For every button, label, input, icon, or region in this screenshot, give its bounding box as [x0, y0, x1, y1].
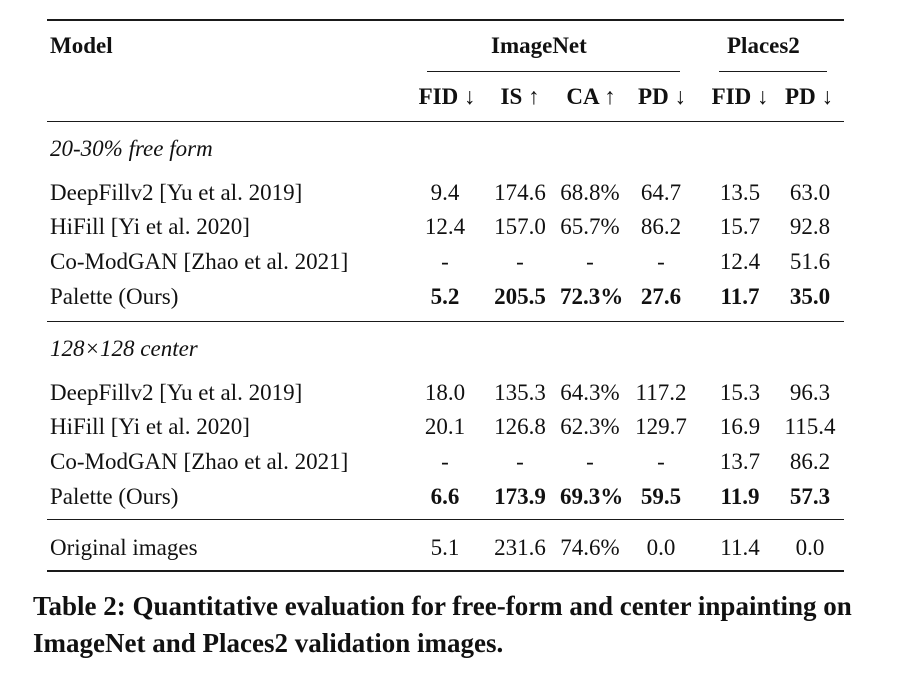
- cell: -: [586, 249, 594, 274]
- cell: 11.9: [720, 484, 760, 509]
- cell: 5.2: [430, 284, 460, 309]
- cell: 86.2: [789, 449, 831, 474]
- row-model: HiFill [Yi et al. 2020]: [50, 414, 250, 439]
- cell: 5.1: [430, 535, 460, 560]
- row-model: Co-ModGAN [Zhao et al. 2021]: [50, 449, 349, 474]
- cell: -: [441, 249, 449, 274]
- col-header: IS ↑: [500, 84, 540, 109]
- row-model: HiFill [Yi et al. 2020]: [50, 214, 250, 239]
- cell: 115.4: [784, 414, 836, 439]
- cell: 35.0: [789, 284, 831, 309]
- row-model: Original images: [50, 535, 198, 560]
- cell: 129.7: [635, 414, 687, 439]
- cell: -: [516, 449, 524, 474]
- section-title: 128×128 center: [50, 336, 198, 361]
- cell: 63.0: [789, 180, 831, 205]
- cell: -: [516, 249, 524, 274]
- col-header: PD ↓: [638, 84, 686, 109]
- cell: 27.6: [640, 284, 682, 309]
- cell: 64.7: [640, 180, 682, 205]
- bottom-rule: [47, 570, 844, 572]
- header-places2: Places2: [727, 33, 800, 58]
- header-rule: [47, 121, 844, 122]
- cell: 65.7%: [560, 214, 620, 239]
- row-model: Palette (Ours): [50, 484, 179, 509]
- header-model: Model: [50, 33, 113, 58]
- cell: 20.1: [424, 414, 466, 439]
- cell: 135.3: [494, 380, 546, 405]
- section-rule: [47, 321, 844, 322]
- top-rule: [47, 19, 844, 21]
- cell: 59.5: [640, 484, 682, 509]
- row-model: Co-ModGAN [Zhao et al. 2021]: [50, 249, 349, 274]
- cell: 173.9: [494, 484, 546, 509]
- cell: 72.3%: [560, 284, 624, 309]
- cell: -: [441, 449, 449, 474]
- cell: 9.4: [430, 180, 460, 205]
- cell: 117.2: [635, 380, 687, 405]
- cell: 205.5: [494, 284, 546, 309]
- cell: 57.3: [789, 484, 831, 509]
- section-title: 20-30% free form: [50, 136, 213, 161]
- cell: 231.6: [494, 535, 546, 560]
- cell: -: [657, 249, 665, 274]
- cell: 62.3%: [560, 414, 620, 439]
- cell: 51.6: [789, 249, 831, 274]
- header-imagenet: ImageNet: [491, 33, 587, 58]
- cell: 74.6%: [560, 535, 620, 560]
- cell: -: [657, 449, 665, 474]
- cell: 86.2: [640, 214, 682, 239]
- col-header: FID ↓: [418, 84, 476, 109]
- col-header: PD ↓: [785, 84, 833, 109]
- row-model: DeepFillv2 [Yu et al. 2019]: [50, 180, 303, 205]
- places2-cmidrule: [719, 71, 827, 72]
- cell: 6.6: [430, 484, 460, 509]
- cell: 18.0: [424, 380, 466, 405]
- cell: 64.3%: [560, 380, 620, 405]
- table-caption: Table 2: Quantitative evaluation for fre…: [33, 591, 852, 658]
- col-header: CA ↑: [566, 84, 616, 109]
- cell: 12.4: [719, 249, 761, 274]
- cell: 13.7: [719, 449, 761, 474]
- cell: 126.8: [494, 414, 546, 439]
- cell: 69.3%: [560, 484, 624, 509]
- imagenet-cmidrule: [427, 71, 680, 72]
- cell: 15.3: [719, 380, 761, 405]
- row-model: DeepFillv2 [Yu et al. 2019]: [50, 380, 303, 405]
- cell: 96.3: [789, 380, 831, 405]
- cell: 0.0: [795, 535, 825, 560]
- cell: 12.4: [424, 214, 466, 239]
- cell: 11.4: [720, 535, 760, 560]
- cell: 92.8: [789, 214, 831, 239]
- cell: 13.5: [719, 180, 761, 205]
- cell: 15.7: [719, 214, 761, 239]
- cell: 68.8%: [560, 180, 620, 205]
- col-header: FID ↓: [711, 84, 769, 109]
- cell: 16.9: [719, 414, 761, 439]
- cell: 11.7: [720, 284, 760, 309]
- row-model: Palette (Ours): [50, 284, 179, 309]
- cell: 0.0: [646, 535, 676, 560]
- cell: 174.6: [494, 180, 546, 205]
- cell: 157.0: [494, 214, 546, 239]
- original-rule: [47, 519, 844, 520]
- cell: -: [586, 449, 594, 474]
